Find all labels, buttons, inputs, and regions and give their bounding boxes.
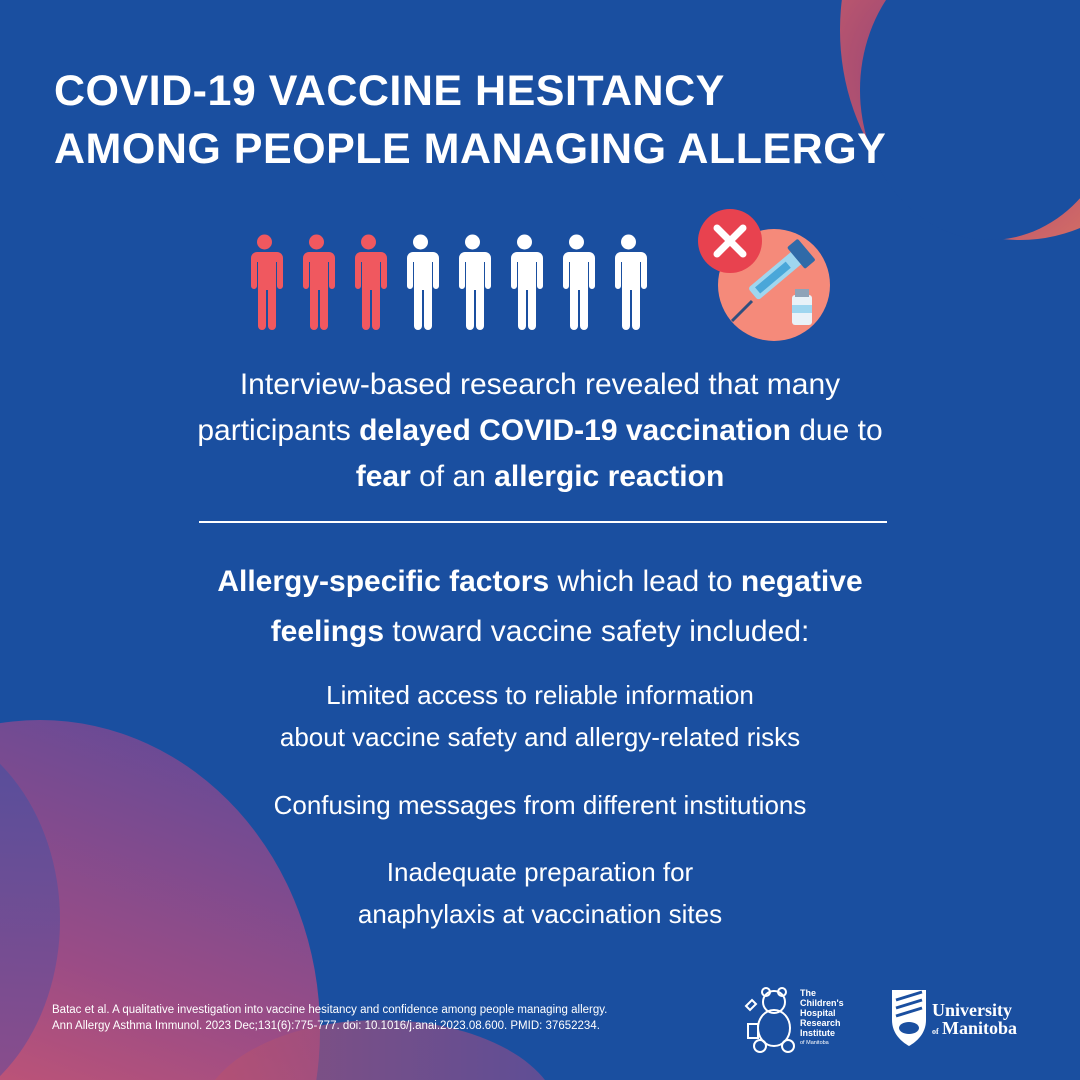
factors-emphasis-negative: negative bbox=[740, 565, 863, 598]
childrens-hospital-research-institute-logo: The Children's Hospital Research Institu… bbox=[744, 987, 844, 1053]
um-logo-text-3: Manitoba bbox=[942, 1018, 1017, 1038]
factor-1-line-2: about vaccine safety and allergy-related… bbox=[279, 722, 801, 752]
factors-intro: Allergy-specific factors which lead to n… bbox=[100, 557, 980, 657]
lead-emphasis-delayed: delayed COVID-19 vaccination bbox=[359, 414, 791, 447]
chri-logo-text-2: Children's bbox=[800, 998, 844, 1008]
lead-line-1: Interview-based research revealed that m… bbox=[239, 368, 841, 401]
teddy-bear-icon bbox=[744, 987, 795, 1053]
decorative-blob-top-right-inner bbox=[860, 0, 1080, 240]
syringe-icon bbox=[730, 239, 815, 323]
person-icon-highlighted bbox=[303, 234, 335, 330]
chri-logo-text-4: Research bbox=[800, 1018, 841, 1028]
um-logo-text-2: of bbox=[932, 1027, 939, 1036]
factor-2-line-1: Confusing messages from different instit… bbox=[273, 790, 807, 820]
factor-3-line-2: anaphylaxis at vaccination sites bbox=[357, 899, 723, 929]
no-vaccine-icon bbox=[698, 209, 830, 341]
chri-logo-text-1: The bbox=[800, 988, 816, 998]
factor-item: Confusing messages from different instit… bbox=[140, 784, 940, 826]
vial-icon bbox=[792, 289, 812, 325]
title-line-2: AMONG PEOPLE MANAGING ALLERGY bbox=[54, 125, 887, 173]
factors-emphasis-feelings: feelings bbox=[270, 615, 385, 648]
close-icon bbox=[698, 209, 762, 273]
people-ratio-graphic bbox=[244, 234, 649, 330]
bison-shield-icon bbox=[892, 990, 926, 1046]
lead-text-participants: participants bbox=[197, 414, 360, 447]
person-icon-highlighted bbox=[251, 234, 283, 330]
factors-emphasis-allergy-specific: Allergy-specific factors bbox=[217, 565, 550, 598]
key-finding-text: Interview-based research revealed that m… bbox=[100, 362, 980, 500]
person-icon bbox=[407, 234, 439, 330]
decorative-blob-left bbox=[0, 720, 60, 1080]
factors-text-toward: toward vaccine safety included: bbox=[384, 615, 810, 648]
person-icon bbox=[563, 234, 595, 330]
person-icon bbox=[511, 234, 543, 330]
factor-item: Inadequate preparation for anaphylaxis a… bbox=[140, 851, 940, 935]
lead-text-of-an: of an bbox=[410, 460, 495, 493]
university-of-manitoba-logo: University of Manitoba bbox=[892, 990, 1017, 1046]
factor-3-line-1: Inadequate preparation for bbox=[386, 857, 694, 887]
person-icon-highlighted bbox=[355, 234, 387, 330]
citation-line-2: Ann Allergy Asthma Immunol. 2023 Dec;131… bbox=[52, 1020, 600, 1032]
citation-line-1: Batac et al. A qualitative investigation… bbox=[52, 1004, 608, 1016]
chri-logo-text-6: of Manitoba bbox=[800, 1040, 830, 1046]
lead-emphasis-fear: fear bbox=[355, 460, 411, 493]
lead-emphasis-allergic-reaction: allergic reaction bbox=[494, 460, 725, 493]
person-icon bbox=[615, 234, 647, 330]
divider bbox=[199, 521, 887, 523]
factor-item: Limited access to reliable information a… bbox=[140, 674, 940, 758]
chri-logo-text-5: Institute bbox=[800, 1028, 835, 1038]
factor-1-line-1: Limited access to reliable information bbox=[326, 680, 754, 710]
um-logo-text-1: University bbox=[932, 1000, 1012, 1020]
person-icon bbox=[459, 234, 491, 330]
chri-logo-text-3: Hospital bbox=[800, 1008, 836, 1018]
title-line-1: COVID-19 VACCINE HESITANCY bbox=[54, 67, 725, 115]
citation: Batac et al. A qualitative investigation… bbox=[52, 1002, 607, 1034]
factors-text-which-lead: which lead to bbox=[549, 565, 741, 598]
page-title: COVID-19 VACCINE HESITANCY AMONG PEOPLE … bbox=[54, 62, 886, 178]
lead-text-due-to: due to bbox=[790, 414, 883, 447]
